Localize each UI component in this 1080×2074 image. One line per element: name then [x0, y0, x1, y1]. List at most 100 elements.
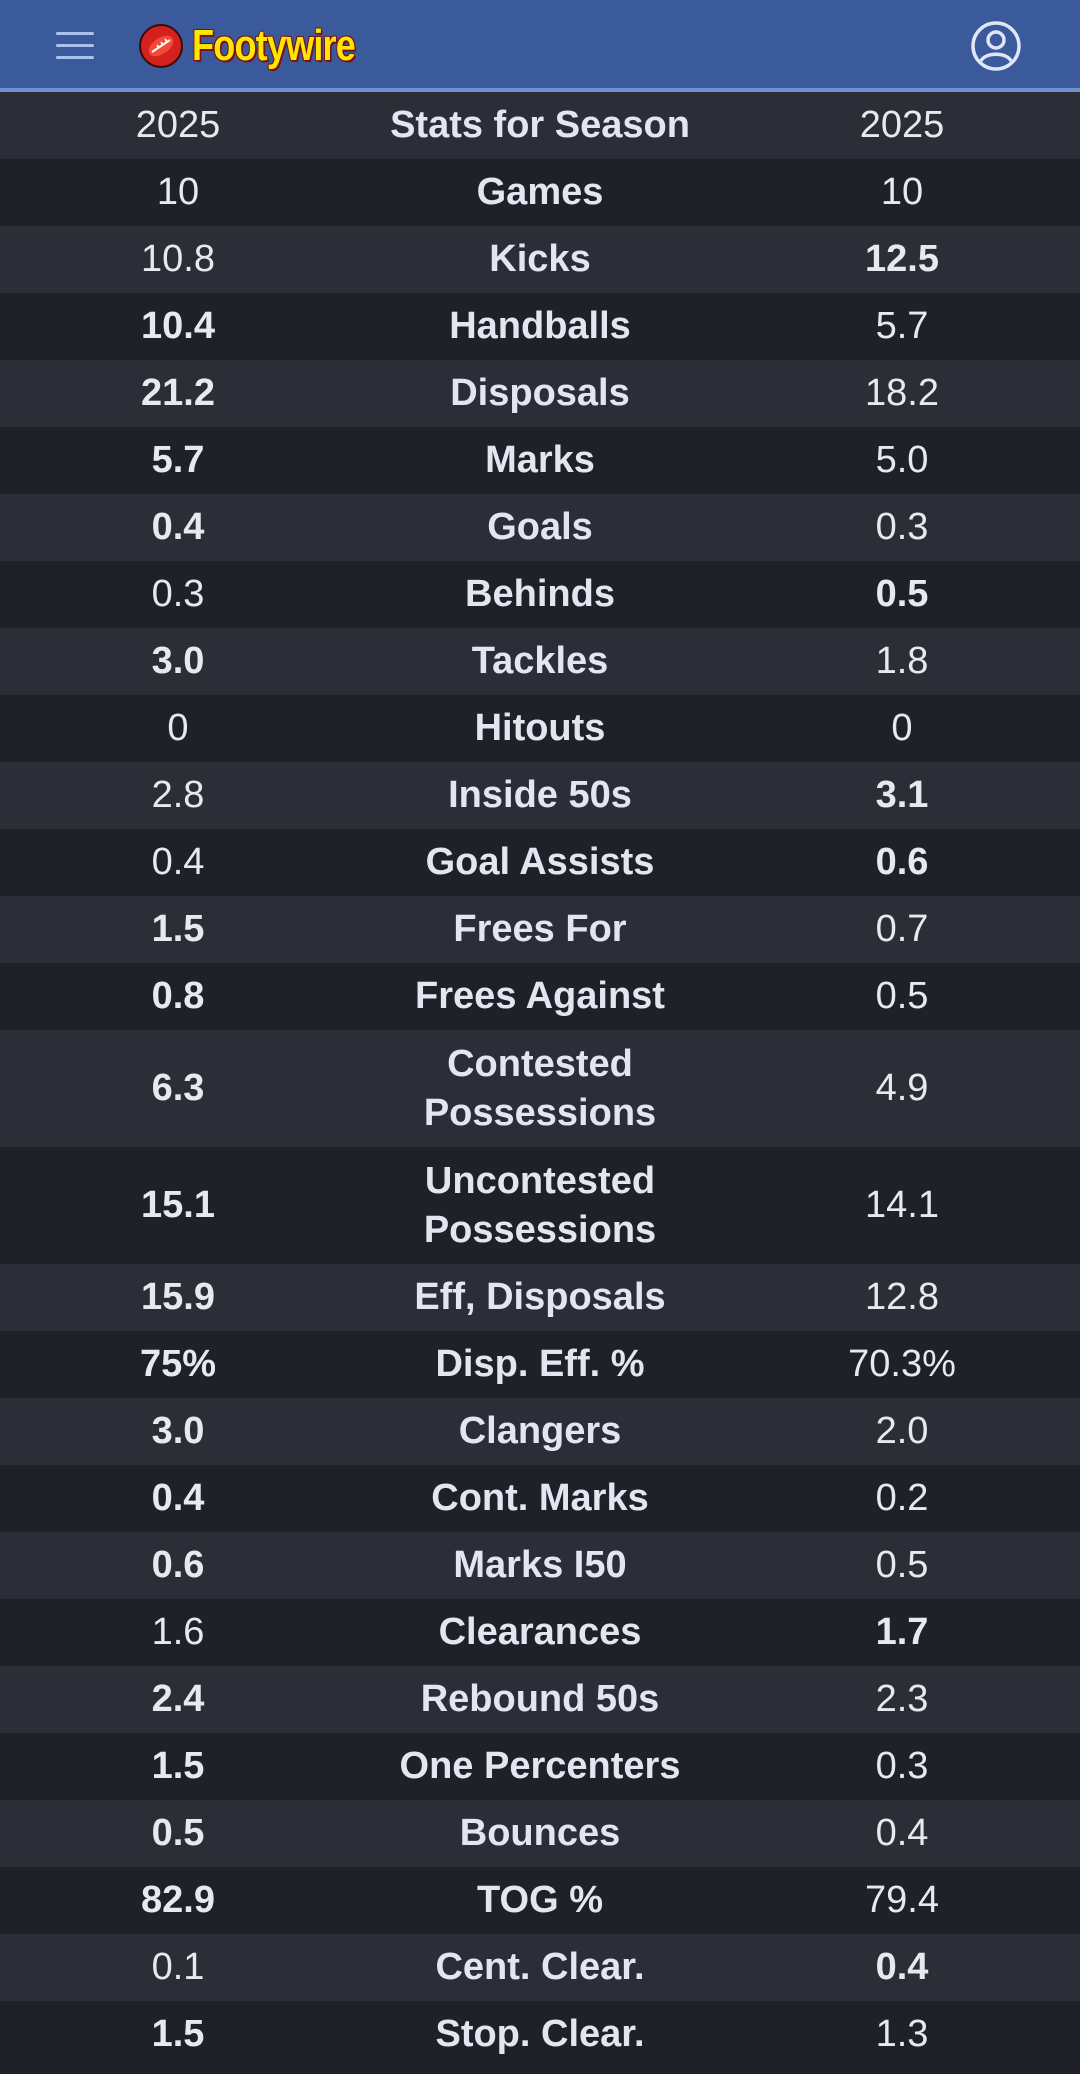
- right-season-year: 2025: [859, 104, 945, 146]
- stat-label: Goal Assists: [425, 841, 655, 883]
- top-nav-bar: Footywire: [0, 0, 1080, 92]
- stat-row: 5.7 Marks 5.0: [0, 427, 1080, 494]
- stat-row: 82.9 TOG % 79.4: [0, 1867, 1080, 1934]
- player-two-value: 0.5: [875, 573, 929, 615]
- stat-row: 0.1 Cent. Clear. 0.4: [0, 1934, 1080, 2001]
- stat-label: Frees For: [453, 908, 627, 950]
- stat-label: Stop. Clear.: [435, 2013, 645, 2055]
- stat-row: 1.5 Stop. Clear. 1.3: [0, 2001, 1080, 2068]
- stat-row: 10 Games 10: [0, 159, 1080, 226]
- player-two-value: 10: [880, 171, 924, 213]
- stat-row: 10.8 Kicks 12.5: [0, 226, 1080, 293]
- stat-row: 21.2 Disposals 18.2: [0, 360, 1080, 427]
- player-one-value: 0.6: [151, 1544, 205, 1586]
- stat-row: 0.6 Marks I50 0.5: [0, 1532, 1080, 1599]
- stat-row: 0.8 Frees Against 0.5: [0, 963, 1080, 1030]
- player-one-value: 5.7: [151, 439, 205, 481]
- player-two-value: 4.9: [875, 1067, 929, 1109]
- stat-label: Disp. Eff. %: [435, 1343, 645, 1385]
- player-one-value: 3.0: [151, 1410, 205, 1452]
- stats-header-row: 2025 Stats for Season 2025: [0, 92, 1080, 159]
- player-two-value: 79.4: [865, 1879, 939, 1921]
- stat-label: Contested Possessions: [423, 1042, 657, 1134]
- player-one-value: 10.8: [141, 238, 215, 280]
- player-one-value: 10.4: [141, 305, 215, 347]
- stat-label: Bounces: [459, 1812, 621, 1854]
- player-one-value: 21.2: [141, 372, 215, 414]
- stat-label: Cont. Marks: [431, 1477, 649, 1519]
- stat-label: Games: [476, 171, 604, 213]
- player-one-value: 1.5: [151, 908, 205, 950]
- stat-row: 3.0 Tackles 1.8: [0, 628, 1080, 695]
- logo-text: Footywire: [192, 21, 356, 70]
- player-two-value: 0.6: [875, 841, 929, 883]
- stat-row: 0 Hitouts 0: [0, 695, 1080, 762]
- footywire-logo[interactable]: Footywire: [138, 20, 391, 72]
- stat-label: Uncontested Possessions: [423, 1159, 657, 1251]
- player-two-value: 0.7: [875, 908, 929, 950]
- stat-row: 1.5 One Percenters 0.3: [0, 1733, 1080, 1800]
- left-season-year: 2025: [135, 104, 221, 146]
- player-one-value: 15.9: [141, 1276, 215, 1318]
- player-one-value: 3.0: [151, 640, 205, 682]
- player-one-value: 2.4: [151, 1678, 205, 1720]
- stat-row: 0.4 Goals 0.3: [0, 494, 1080, 561]
- stats-section-title: Stats for Season: [390, 104, 690, 146]
- stat-row: 0.4 Cont. Marks 0.2: [0, 1465, 1080, 1532]
- stat-row: 1.6 Clearances 1.7: [0, 1599, 1080, 1666]
- stat-label: Rebound 50s: [420, 1678, 660, 1720]
- player-two-value: 0.5: [875, 1544, 929, 1586]
- player-two-value: 1.8: [875, 640, 929, 682]
- player-two-value: 0.3: [875, 1745, 929, 1787]
- player-two-value: 3.1: [875, 774, 929, 816]
- user-account-icon[interactable]: [970, 20, 1022, 72]
- player-one-value: 0.1: [151, 1946, 205, 1988]
- player-one-value: 0.4: [151, 506, 205, 548]
- stat-row: 2.4 Rebound 50s 2.3: [0, 1666, 1080, 1733]
- stat-label: Behinds: [465, 573, 615, 615]
- player-two-value: 0.4: [875, 1812, 929, 1854]
- stat-row: 1.5 Frees For 0.7: [0, 896, 1080, 963]
- stat-row: 15.9 Eff, Disposals 12.8: [0, 1264, 1080, 1331]
- stat-label: Handballs: [449, 305, 631, 347]
- stat-label: Clearances: [438, 1611, 642, 1653]
- stat-label: Inside 50s: [448, 774, 632, 816]
- player-one-value: 15.1: [141, 1184, 215, 1226]
- stat-label: Disposals: [450, 372, 630, 414]
- player-two-value: 0.5: [875, 975, 929, 1017]
- player-two-value: 0.2: [875, 1477, 929, 1519]
- player-two-value: 5.0: [875, 439, 929, 481]
- player-one-value: 0: [167, 707, 189, 749]
- player-two-value: 18.2: [865, 372, 939, 414]
- stat-row: 75% Disp. Eff. % 70.3%: [0, 1331, 1080, 1398]
- player-two-value: 12.8: [865, 1276, 939, 1318]
- stat-row: 6.3 Contested Possessions 4.9: [0, 1030, 1080, 1147]
- player-one-value: 10: [156, 171, 200, 213]
- player-one-value: 1.5: [151, 1745, 205, 1787]
- player-one-value: 1.5: [151, 2013, 205, 2055]
- player-one-value: 82.9: [141, 1879, 215, 1921]
- player-two-value: 1.3: [875, 2013, 929, 2055]
- football-logo-icon: [139, 24, 183, 68]
- stat-label: One Percenters: [399, 1745, 681, 1787]
- stat-label: Marks I50: [453, 1544, 627, 1586]
- player-two-value: 12.5: [865, 238, 939, 280]
- player-one-value: 0.4: [151, 1477, 205, 1519]
- stat-row: 3.0 Clangers 2.0: [0, 1398, 1080, 1465]
- stat-label: Goals: [487, 506, 593, 548]
- stat-label: Marks: [485, 439, 595, 481]
- stat-row: 0.4 Goal Assists 0.6: [0, 829, 1080, 896]
- player-one-value: 0.4: [151, 841, 205, 883]
- stat-label: Kicks: [489, 238, 591, 280]
- player-two-value: 0.4: [875, 1946, 929, 1988]
- stat-row: 10.4 Handballs 5.7: [0, 293, 1080, 360]
- stat-row: 0.5 Bounces 0.4: [0, 1800, 1080, 1867]
- stat-row: 15.1 Uncontested Possessions 14.1: [0, 1147, 1080, 1264]
- player-two-value: 0.3: [875, 506, 929, 548]
- player-one-value: 0.3: [151, 573, 205, 615]
- player-one-value: 75%: [139, 1343, 217, 1385]
- stat-label: Eff, Disposals: [414, 1276, 666, 1318]
- player-two-value: 5.7: [875, 305, 929, 347]
- hamburger-menu-icon[interactable]: [56, 30, 94, 62]
- player-two-value: 2.0: [875, 1410, 929, 1452]
